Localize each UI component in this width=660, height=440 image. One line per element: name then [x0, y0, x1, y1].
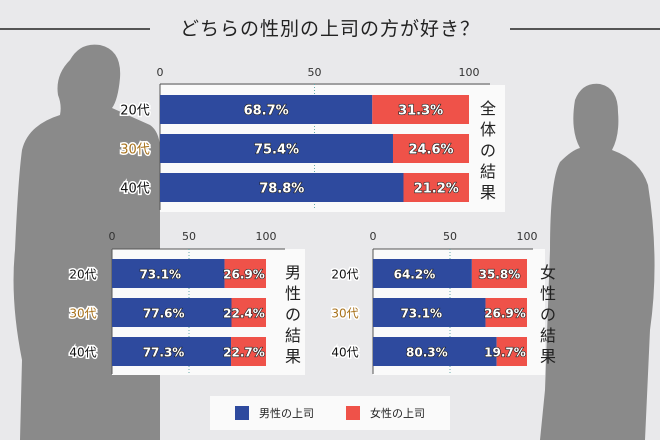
bar-female-boss: [224, 259, 266, 288]
legend-item-female-boss: 女性の上司: [346, 405, 425, 421]
data-label: 64.2%: [394, 268, 436, 282]
bar-male-boss: [112, 337, 232, 366]
row-label: 20代: [69, 268, 96, 282]
bar-male-boss: [112, 298, 232, 327]
bar-female-boss: [496, 337, 527, 366]
data-label: 73.1%: [139, 268, 181, 282]
bar-male-boss: [373, 259, 472, 288]
title-line-right: [510, 28, 660, 30]
data-label: 26.9%: [484, 307, 526, 321]
tick-label: 0: [109, 230, 116, 243]
tick-label: 50: [443, 230, 457, 243]
data-label: 26.9%: [223, 268, 265, 282]
row-label: 30代: [69, 307, 96, 321]
data-label: 19.7%: [484, 346, 526, 360]
bar-male-boss: [373, 337, 497, 366]
woman-silhouette: [540, 83, 655, 440]
overall-chart-title: 全体の結果: [479, 99, 496, 202]
tick-label: 50: [308, 66, 322, 79]
tick-label: 0: [370, 230, 377, 243]
row-label: 40代: [331, 346, 358, 360]
row-label: 40代: [120, 182, 150, 197]
bar-female-boss: [471, 259, 527, 288]
data-label: 77.3%: [143, 346, 185, 360]
legend-label: 男性の上司: [259, 407, 314, 420]
legend-swatch: [346, 406, 360, 420]
legend-item-male-boss: 男性の上司: [235, 405, 314, 421]
data-label: 80.3%: [406, 346, 448, 360]
data-label: 21.2%: [414, 182, 459, 197]
data-label: 22.7%: [223, 346, 265, 360]
female-chart-title: 女性の結果: [539, 263, 556, 366]
legend-swatch: [235, 406, 249, 420]
tick-label: 100: [517, 230, 538, 243]
row-label: 40代: [69, 346, 96, 360]
bar-male-boss: [160, 134, 393, 163]
bar-female-boss: [372, 95, 469, 124]
bar-female-boss: [485, 298, 527, 327]
bar-female-boss: [231, 337, 266, 366]
data-label: 78.8%: [259, 182, 304, 197]
data-label: 35.8%: [479, 268, 521, 282]
row-label: 30代: [331, 307, 358, 321]
bar-male-boss: [373, 298, 486, 327]
male-chart-title: 男性の結果: [284, 263, 301, 366]
bar-female-boss: [231, 298, 266, 327]
bar-male-boss: [160, 95, 373, 124]
data-label: 22.4%: [223, 307, 265, 321]
data-label: 68.7%: [244, 104, 289, 119]
data-label: 77.6%: [143, 307, 185, 321]
page-title: どちらの性別の上司の方が好き？: [179, 18, 480, 40]
bar-male-boss: [112, 259, 225, 288]
data-label: 31.3%: [398, 104, 443, 119]
tick-label: 0: [157, 66, 164, 79]
tick-label: 100: [459, 66, 480, 79]
row-label: 20代: [331, 268, 358, 282]
title-line-left: [0, 28, 150, 30]
data-label: 24.6%: [408, 143, 453, 158]
data-label: 75.4%: [254, 143, 299, 158]
tick-label: 100: [256, 230, 277, 243]
bar-female-boss: [392, 134, 469, 163]
legend: 男性の上司 女性の上司: [210, 396, 450, 430]
data-label: 73.1%: [400, 307, 442, 321]
bar-female-boss: [403, 173, 469, 202]
bar-male-boss: [160, 173, 404, 202]
legend-label: 女性の上司: [370, 407, 425, 420]
row-label: 30代: [120, 143, 150, 158]
row-label: 20代: [120, 104, 150, 119]
tick-label: 50: [182, 230, 196, 243]
